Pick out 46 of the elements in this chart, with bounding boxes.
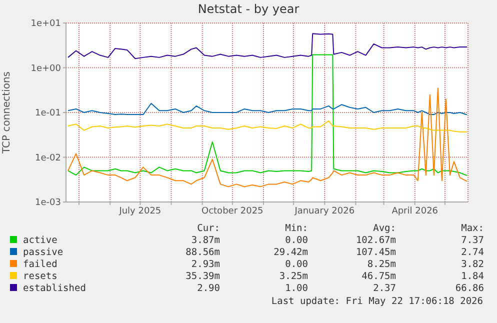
line-series <box>68 54 468 176</box>
text: 2.37 <box>372 282 396 294</box>
x-tick-label: October 2025 <box>202 206 264 216</box>
text: 3.82 <box>460 258 484 270</box>
text: 2.74 <box>460 246 484 258</box>
x-tick-label: April 2026 <box>392 206 438 216</box>
x-tick-label: January 2026 <box>294 206 355 216</box>
text: 0.00 <box>284 258 308 270</box>
y-tick-label: 1e+01 <box>30 19 61 30</box>
y-tick-label: 1e+00 <box>30 64 62 74</box>
text: Last update: Fri May 22 17:06:18 2026 <box>271 296 483 307</box>
text: 2.93m <box>190 258 220 270</box>
text: 1.84 <box>460 270 484 282</box>
text: 1.00 <box>284 282 308 294</box>
y-tick-label: 1e-02 <box>35 153 61 164</box>
text: 46.75m <box>360 270 396 282</box>
x-tick-label: July 2025 <box>118 206 162 216</box>
legend-label: active <box>22 234 58 246</box>
legend-label: passive <box>22 246 64 258</box>
text: 88.56m <box>184 246 220 258</box>
text: 2.90 <box>196 282 220 294</box>
y-axis-title: TCP connections <box>2 71 13 155</box>
text: 66.86 <box>454 282 484 294</box>
line-series <box>68 88 468 188</box>
text: 7.37 <box>460 234 484 246</box>
chart-title: Netstat - by year <box>196 2 300 16</box>
text: Min: <box>284 222 308 234</box>
text: 3.87m <box>190 234 220 246</box>
text: 29.42m <box>272 246 308 258</box>
line-series <box>68 120 468 132</box>
legend-label: failed <box>22 258 58 270</box>
text: Cur: <box>196 222 220 234</box>
text: 107.45m <box>354 246 396 258</box>
text: 8.25m <box>366 258 396 270</box>
text: 0.00 <box>284 234 308 246</box>
text: 102.67m <box>354 234 396 246</box>
line-series <box>68 33 468 60</box>
y-tick-label: 1e-03 <box>35 198 61 208</box>
text: Max: <box>460 222 484 234</box>
text: 35.39m <box>184 270 220 282</box>
y-tick-label: 1e-01 <box>35 108 61 119</box>
legend-label: resets <box>22 270 58 282</box>
line-series <box>68 102 468 116</box>
text: 3.25m <box>278 270 308 282</box>
text: Avg: <box>372 222 396 234</box>
legend-label: established <box>22 282 87 294</box>
